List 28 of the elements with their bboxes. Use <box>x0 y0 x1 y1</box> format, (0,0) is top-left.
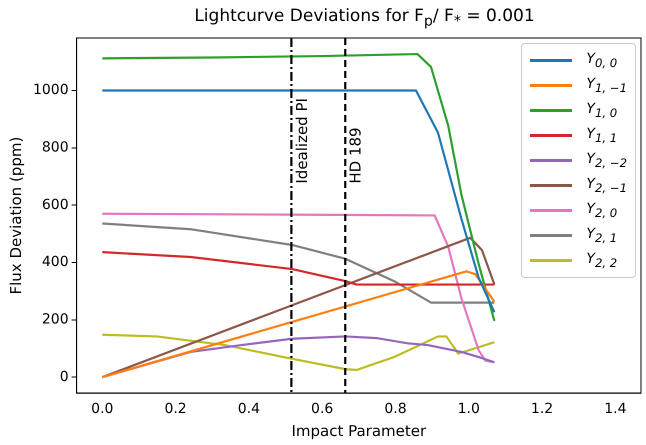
legend-label: Y$_{2, 2}$ <box>586 251 618 270</box>
x-tick-label: 1.2 <box>530 401 554 418</box>
ref-line-label: HD 189 <box>346 127 365 184</box>
ref-line-label: Idealized PI <box>292 98 311 184</box>
legend-label: Y$_{2, −2}$ <box>586 151 627 170</box>
y-tick-label: 600 <box>42 196 69 213</box>
x-tick-label: 0.6 <box>311 401 334 418</box>
y-tick-label: 0 <box>60 368 69 385</box>
legend-label: Y$_{1, 1}$ <box>586 126 618 145</box>
x-axis-title: Impact Parameter <box>291 422 427 440</box>
y-tick-label: 200 <box>42 311 69 328</box>
legend-label: Y$_{1, −1}$ <box>586 76 627 95</box>
x-tick-label: 0.8 <box>384 401 407 418</box>
legend-label: Y$_{0, 0}$ <box>586 51 618 70</box>
chart-title: Lightcurve Deviations for F$_{p}$/ F$_{*}$ = 0.001 <box>193 6 536 30</box>
legend-label: Y$_{1, 0}$ <box>586 101 618 120</box>
x-tick-label: 1.4 <box>604 401 627 418</box>
y-tick-label: 1000 <box>32 82 69 98</box>
x-tick-label: 0.2 <box>164 401 187 418</box>
legend-label: Y$_{2, −1}$ <box>586 176 627 195</box>
x-tick-label: 0.0 <box>91 401 114 418</box>
x-tick-label: 0.4 <box>238 401 260 418</box>
legend-label: Y$_{2, 1}$ <box>586 226 618 245</box>
legend-label: Y$_{2, 0}$ <box>586 201 618 220</box>
y-axis-title: Flux Deviation (ppm) <box>6 136 25 295</box>
x-tick-label: 1.0 <box>458 401 480 418</box>
y-tick-label: 400 <box>42 254 69 270</box>
y-tick-label: 800 <box>42 139 69 156</box>
